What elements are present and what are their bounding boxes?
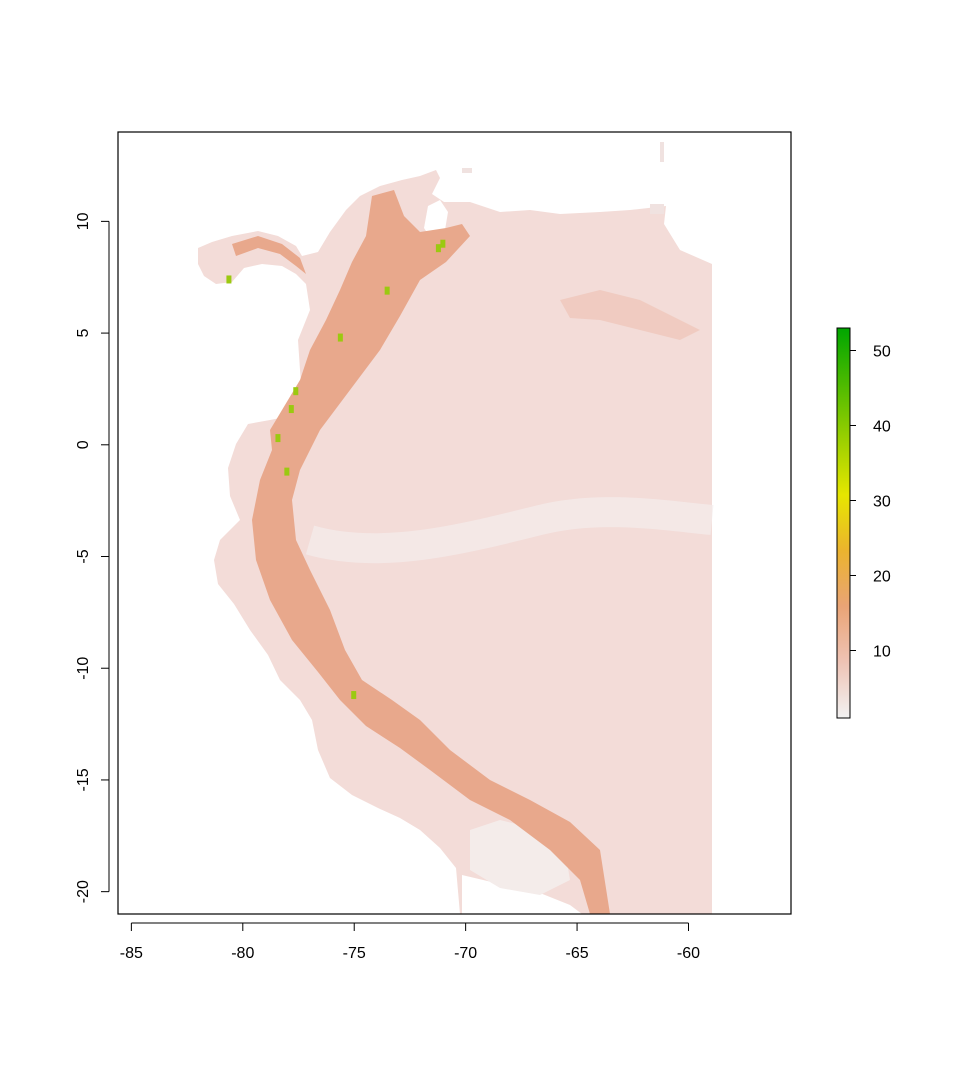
colorbar-ticks: 10 20 30 40 50 [850, 344, 891, 661]
andes-belt [252, 190, 610, 914]
colorbar-tick-label: 20 [873, 569, 891, 586]
island [462, 168, 472, 173]
x-tick-label: -75 [343, 945, 366, 962]
salt-flat [506, 892, 534, 908]
raster-layer [198, 142, 714, 914]
x-tick-label: -65 [566, 945, 589, 962]
colorbar: 10 20 30 40 50 [836, 327, 891, 719]
y-tick-label: -10 [75, 657, 92, 680]
x-tick-label: -60 [677, 945, 700, 962]
y-tick-label: 0 [75, 440, 92, 449]
peak-cell [293, 387, 299, 396]
colorbar-tick-label: 50 [873, 344, 891, 361]
x-tick-label: -85 [120, 945, 143, 962]
peak-cell [384, 286, 390, 295]
peak-cell [337, 333, 343, 342]
peak-cell [435, 244, 441, 253]
peak-cell [440, 239, 446, 248]
colorbar-tick-label: 40 [873, 419, 891, 436]
y-tick-label: -5 [75, 549, 92, 563]
peak-cell [351, 691, 357, 700]
island [660, 142, 664, 162]
peak-cell [284, 467, 290, 476]
x-tick-label: -80 [231, 945, 254, 962]
y-tick-label: -15 [75, 768, 92, 791]
plot-frame [117, 131, 792, 915]
colorbar-tick-label: 10 [873, 644, 891, 661]
amazon-lowland-band [305, 497, 714, 564]
peak-cell [288, 405, 294, 414]
y-axis: 10 5 0 -5 -10 -15 -20 [75, 212, 110, 903]
y-tick-label: -20 [75, 880, 92, 903]
guiana-highlands [560, 290, 700, 340]
y-tick-label: 10 [75, 212, 92, 230]
peak-cell [226, 275, 232, 284]
colorbar-ramp [836, 327, 851, 719]
isthmus-ridge [232, 236, 306, 274]
x-axis: -85 -80 -75 -70 -65 -60 [120, 922, 700, 962]
peak-cell [275, 434, 281, 443]
x-tick-label: -70 [454, 945, 477, 962]
colorbar-tick-label: 30 [873, 494, 891, 511]
high-value-peaks [226, 239, 446, 700]
island [650, 204, 664, 214]
y-tick-label: 5 [75, 329, 92, 338]
